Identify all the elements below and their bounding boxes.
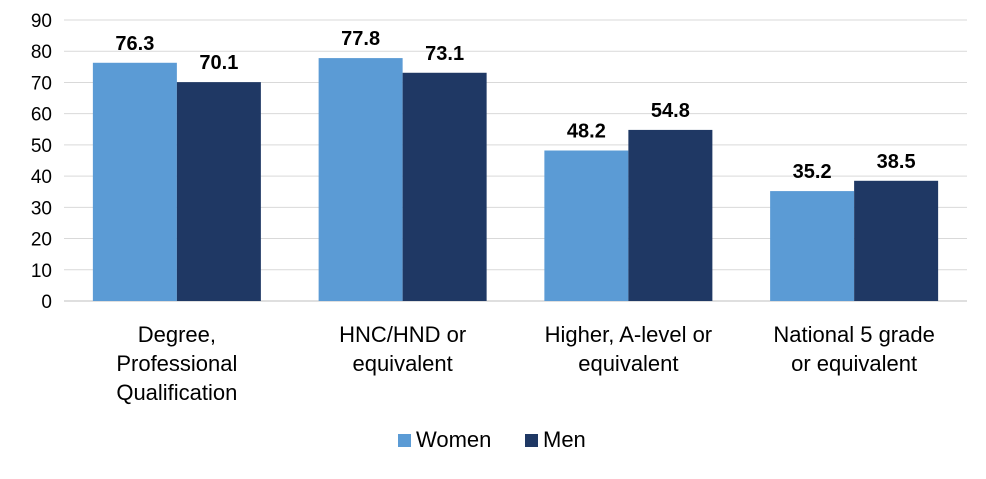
y-tick-label: 90 [31,11,52,32]
x-category-label: National 5 grade or equivalent [773,322,934,376]
data-label: 70.1 [199,52,238,74]
x-axis: Degree, Professional Qualification HNC/HND … [116,322,935,405]
bar-women [92,62,177,301]
x-category-label-line: equivalent [578,351,678,376]
x-category-label: Degree, Professional Qualification [116,322,237,405]
x-category-label-line: Degree, [138,322,216,347]
data-labels: 76.3 77.8 48.2 35.2 70.1 73.1 54.8 38.5 [115,28,915,183]
y-tick-label: 50 [31,136,52,157]
legend-swatch-women [398,434,411,447]
data-label: 38.5 [877,151,916,173]
data-label: 77.8 [341,28,380,50]
legend-label-women: Women [416,427,491,452]
x-category-label: HNC/HND or equivalent [339,322,466,376]
bar-men [628,129,713,301]
legend-swatch-men [525,434,538,447]
y-axis: 0 10 20 30 40 50 60 70 80 90 [31,11,52,313]
y-tick-label: 10 [31,261,52,282]
bar-women [318,58,403,301]
bar-men [854,180,939,301]
x-category-label-line: equivalent [352,351,452,376]
x-category-label-line: Professional [116,351,237,376]
bar-men [402,72,487,301]
data-label: 48.2 [567,121,606,143]
x-category-label-line: HNC/HND or [339,322,466,347]
x-category-label-line: National 5 grade [773,322,934,347]
y-tick-label: 60 [31,105,52,126]
bars [92,58,939,301]
legend-label-men: Men [543,427,586,452]
bar-women [544,150,629,301]
data-label: 76.3 [115,33,154,55]
x-category-label-line: or equivalent [791,351,917,376]
legend: Women Men [398,427,586,452]
x-category-label: Higher, A-level or equivalent [545,322,713,376]
bar-men [176,82,261,301]
y-tick-label: 80 [31,42,52,63]
data-label: 54.8 [651,100,690,122]
y-tick-label: 20 [31,230,52,251]
data-label: 73.1 [425,43,464,65]
y-tick-label: 0 [41,292,52,313]
x-category-label-line: Qualification [116,380,237,405]
bar-women [770,191,855,301]
y-tick-label: 30 [31,198,52,219]
data-label: 35.2 [793,161,832,183]
y-tick-label: 40 [31,167,52,188]
y-tick-label: 70 [31,73,52,94]
x-category-label-line: Higher, A-level or [545,322,713,347]
